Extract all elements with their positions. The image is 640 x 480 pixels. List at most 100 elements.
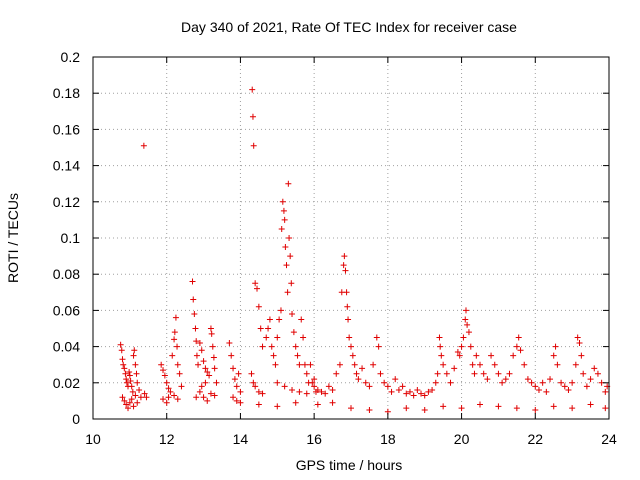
scatter-point-0-88 <box>237 399 244 406</box>
chart-title: Day 340 of 2021, Rate Of TEC Index for r… <box>181 19 517 35</box>
scatter-point-0-214 <box>513 343 520 350</box>
scatter-point-0-136 <box>274 379 281 386</box>
scatter-point-0-13 <box>129 388 136 395</box>
scatter-point-0-2 <box>119 356 126 363</box>
scatter-point-0-64 <box>206 372 213 379</box>
scatter-point-0-109 <box>276 316 283 323</box>
scatter-point-0-65 <box>207 325 214 332</box>
scatter-point-0-123 <box>290 329 297 336</box>
scatter-point-0-218 <box>524 376 531 383</box>
scatter-point-0-142 <box>314 387 321 394</box>
y-tick-label-0: 0 <box>72 411 80 427</box>
scatter-point-0-191 <box>451 365 458 372</box>
y-tick-label-3: 0.06 <box>53 302 80 318</box>
scatter-point-0-134 <box>311 383 318 390</box>
scatter-point-0-232 <box>572 361 579 368</box>
grid-lines <box>93 57 609 419</box>
scatter-point-0-227 <box>554 361 561 368</box>
scatter-point-0-105 <box>268 343 275 350</box>
scatter-point-0-55 <box>192 325 199 332</box>
scatter-point-0-147 <box>333 370 340 377</box>
scatter-point-0-247 <box>366 406 373 413</box>
scatter-point-0-51 <box>174 396 181 403</box>
scatter-point-0-233 <box>574 334 581 341</box>
scatter-point-0-257 <box>550 403 557 410</box>
scatter-point-0-184 <box>434 370 441 377</box>
scatter-point-0-33 <box>158 361 165 368</box>
scatter-point-0-86 <box>230 394 237 401</box>
scatter-point-0-238 <box>587 376 594 383</box>
scatter-point-0-177 <box>410 392 417 399</box>
scatter-point-0-0 <box>117 341 124 348</box>
scatter-point-0-212 <box>506 370 513 377</box>
scatter-point-0-28 <box>134 399 141 406</box>
y-tick-label-10: 0.2 <box>61 49 81 65</box>
scatter-point-0-250 <box>421 406 428 413</box>
scatter-point-0-181 <box>425 388 432 395</box>
scatter-point-0-47 <box>174 361 181 368</box>
scatter-point-0-162 <box>359 365 366 372</box>
scatter-point-0-185 <box>436 334 443 341</box>
scatter-point-0-94 <box>255 303 262 310</box>
scatter-point-0-254 <box>495 403 502 410</box>
scatter-point-0-85 <box>237 388 244 395</box>
scatter-point-0-173 <box>395 387 402 394</box>
scatter-point-0-72 <box>200 394 207 401</box>
scatter-point-0-161 <box>355 376 362 383</box>
scatter-point-0-84 <box>235 370 242 377</box>
scatter-point-0-116 <box>283 262 290 269</box>
scatter-point-0-61 <box>200 358 207 365</box>
scatter-point-0-203 <box>473 352 480 359</box>
scatter-point-0-172 <box>392 376 399 383</box>
scatter-point-0-71 <box>196 388 203 395</box>
scatter-point-0-224 <box>547 376 554 383</box>
scatter-point-0-252 <box>458 405 465 412</box>
scatter-point-0-96 <box>259 343 266 350</box>
scatter-point-0-106 <box>270 352 277 359</box>
scatter-point-0-140 <box>303 390 310 397</box>
scatter-point-0-125 <box>294 352 301 359</box>
scatter-point-0-190 <box>447 379 454 386</box>
x-tick-label-0: 10 <box>85 431 101 447</box>
scatter-point-0-40 <box>163 399 170 406</box>
scatter-point-0-206 <box>484 376 491 383</box>
scatter-point-0-31 <box>141 390 148 397</box>
scatter-point-0-73 <box>204 397 211 404</box>
scatter-point-0-18 <box>134 379 141 386</box>
x-axis-label: GPS time / hours <box>296 457 403 473</box>
y-tick-label-7: 0.14 <box>53 158 80 174</box>
scatter-point-0-103 <box>265 325 272 332</box>
scatter-point-0-244 <box>314 401 321 408</box>
x-tick-label-5: 20 <box>454 431 470 447</box>
scatter-point-0-165 <box>370 361 377 368</box>
scatter-point-0-132 <box>307 361 314 368</box>
scatter-point-0-262 <box>274 403 281 410</box>
scatter-point-0-68 <box>210 354 217 361</box>
scatter-point-0-81 <box>230 365 237 372</box>
scatter-point-0-236 <box>580 370 587 377</box>
scatter-point-0-38 <box>167 388 174 395</box>
scatter-point-0-176 <box>406 388 413 395</box>
scatter-point-0-234 <box>576 339 583 346</box>
y-tick-label-4: 0.08 <box>53 266 80 282</box>
scatter-point-0-220 <box>532 383 539 390</box>
scatter-point-0-127 <box>298 316 305 323</box>
scatter-point-0-60 <box>198 347 205 354</box>
scatter-point-0-17 <box>133 370 140 377</box>
scatter-point-0-27 <box>132 392 139 399</box>
x-tick-label-1: 12 <box>159 431 175 447</box>
scatter-point-0-19 <box>136 387 143 394</box>
scatter-point-0-219 <box>528 379 535 386</box>
scatter-point-0-89 <box>249 86 256 93</box>
scatter-point-0-58 <box>195 361 202 368</box>
scatter-point-0-70 <box>213 379 220 386</box>
scatter-point-0-174 <box>399 383 406 390</box>
scatter-point-0-199 <box>465 329 472 336</box>
scatter-point-0-91 <box>250 142 257 149</box>
scatter-point-0-229 <box>561 383 568 390</box>
scatter-point-0-253 <box>477 401 483 408</box>
scatter-point-0-102 <box>263 334 270 341</box>
scatter-point-0-30 <box>140 142 147 149</box>
